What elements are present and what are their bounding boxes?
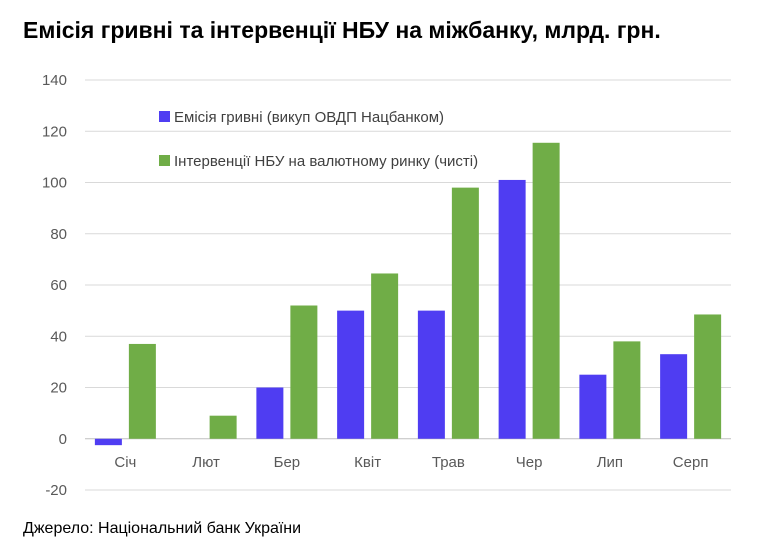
gridlines [85, 79, 731, 491]
bar-series-1-7 [660, 354, 688, 439]
x-tick-label: Чер [516, 454, 543, 471]
legend-swatch-1 [159, 111, 170, 122]
legend: Емісія гривні (викуп ОВДП Нацбанком) Інте… [159, 109, 478, 170]
bar-series-1-6 [579, 374, 607, 439]
bar-series-1-0 [94, 438, 122, 446]
bar-series-2-0 [128, 343, 156, 439]
y-tick-label: 60 [50, 277, 67, 294]
chart-title: Емісія гривні та інтервенції НБУ на міжб… [23, 17, 661, 43]
x-tick-label: Квіт [354, 454, 381, 471]
bar-series-2-2 [290, 305, 318, 439]
bar-series-2-6 [613, 341, 641, 439]
legend-label-2: Інтервенції НБУ на валютному ринку (чист… [174, 153, 478, 170]
y-tick-label: 120 [42, 123, 67, 140]
bar-series-1-3 [337, 310, 365, 439]
y-tick-label: 140 [42, 72, 67, 89]
x-tick-label: Серп [673, 454, 709, 471]
bars [94, 142, 722, 446]
y-tick-label: -20 [45, 482, 67, 499]
x-tick-label: Лип [597, 454, 623, 471]
bar-series-2-4 [451, 187, 479, 439]
y-tick-label: 0 [59, 431, 67, 448]
bar-series-2-5 [532, 142, 560, 439]
legend-swatch-2 [159, 155, 170, 166]
bar-series-1-5 [498, 179, 526, 439]
x-tick-label: Бер [274, 454, 301, 471]
bar-series-1-2 [256, 387, 284, 439]
legend-label-1: Емісія гривні (викуп ОВДП Нацбанком) [174, 109, 444, 126]
x-tick-label: Січ [114, 454, 136, 471]
bar-series-1-4 [417, 310, 445, 439]
y-tick-label: 40 [50, 328, 67, 345]
x-tick-label: Трав [432, 454, 465, 471]
y-tick-label: 80 [50, 226, 67, 243]
bar-series-2-1 [209, 415, 237, 439]
bar-series-2-3 [371, 273, 399, 439]
y-tick-label: 100 [42, 175, 67, 192]
bar-series-2-7 [694, 314, 722, 439]
y-tick-label: 20 [50, 380, 67, 397]
x-tick-label: Лют [192, 454, 220, 471]
x-axis-ticks: Січ Лют Бер Квіт Трав Чер Лип Серп [114, 454, 708, 471]
y-axis-ticks: -20 0 20 40 60 80 100 120 140 [42, 72, 67, 499]
source-note: Джерело: Національний банк України [23, 520, 302, 537]
